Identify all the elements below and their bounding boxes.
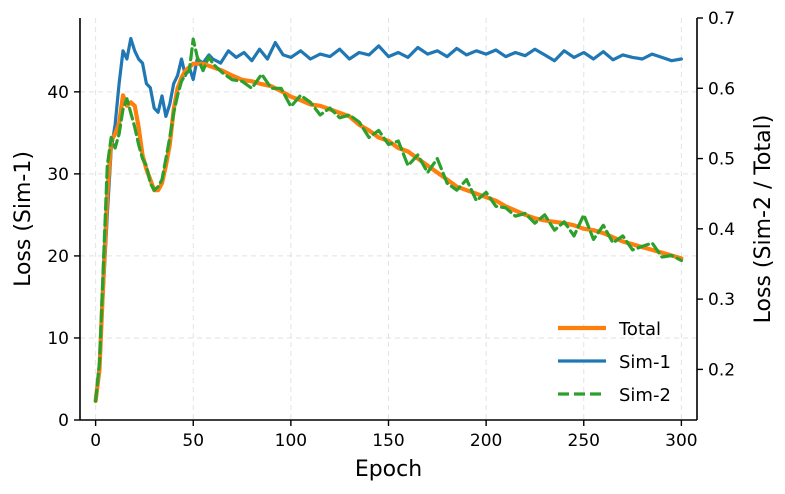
legend: Total Sim-1 Sim-2 [558, 319, 671, 406]
x-tick-label: 0 [90, 431, 101, 451]
y-axis-left-title: Loss (Sim-1) [11, 151, 36, 287]
y-left-tick-label: 40 [47, 83, 69, 103]
legend-label: Sim-2 [619, 385, 671, 406]
y-right-tick-label: 0.3 [708, 290, 735, 310]
series-layer [93, 36, 684, 404]
y-left-tick-label: 10 [47, 329, 69, 349]
y-right-tick-label: 0.7 [708, 9, 735, 29]
y-axis-right-title: Loss (Sim-2 / Total) [751, 115, 776, 324]
y-right-tick-label: 0.4 [708, 220, 735, 240]
legend-label: Sim-1 [619, 352, 671, 373]
x-tick-label: 300 [665, 431, 697, 451]
x-tick-label: 250 [568, 431, 600, 451]
ticks: 0 50 100 150 200 250 300 0 10 20 30 40 0.2 0.3 0.4 0.5 0… [47, 9, 735, 451]
series-line-sim-2 [94, 37, 683, 403]
legend-label: Total [618, 319, 661, 340]
x-tick-label: 200 [470, 431, 502, 451]
y-left-tick-label: 20 [47, 247, 69, 267]
x-axis-title: Epoch [355, 457, 422, 482]
x-tick-label: 50 [182, 431, 204, 451]
x-tick-label: 100 [275, 431, 307, 451]
y-left-tick-label: 0 [58, 411, 69, 431]
y-right-tick-label: 0.2 [708, 360, 735, 380]
x-tick-label: 150 [372, 431, 404, 451]
y-left-tick-label: 30 [47, 165, 69, 185]
y-right-tick-label: 0.5 [708, 150, 735, 170]
series-line-sim-1 [94, 36, 683, 403]
y-right-tick-label: 0.6 [708, 79, 735, 99]
series-line-total [93, 61, 684, 404]
